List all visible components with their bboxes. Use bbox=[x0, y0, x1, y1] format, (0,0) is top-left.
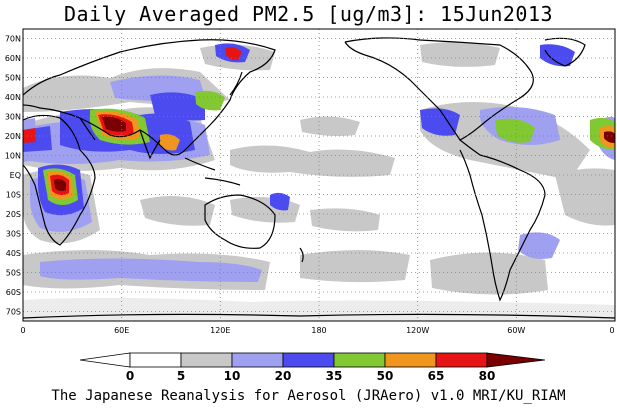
colorbar-labels: 0 5 10 20 35 50 65 80 bbox=[126, 369, 496, 383]
colorbar-segment bbox=[180, 352, 233, 368]
colorbar-segment bbox=[282, 352, 335, 368]
lon-label: 180 bbox=[311, 326, 326, 335]
longitude-labels: 0 60E 120E 180 120W 60W 0 bbox=[20, 326, 614, 335]
lat-label: 20S bbox=[6, 210, 21, 219]
coastlines bbox=[23, 37, 615, 319]
latitude-labels: 70N 60N 50N 40N 30N 20N 10N EQ 10S 20S 3… bbox=[5, 35, 21, 317]
pm25-level-80-plus bbox=[54, 116, 615, 192]
lat-label: 60S bbox=[6, 288, 21, 297]
colorbar-left-triangle bbox=[79, 352, 131, 368]
colorbar-segment bbox=[333, 352, 386, 368]
colorbar-label: 65 bbox=[428, 369, 445, 383]
lat-label: 10N bbox=[5, 152, 21, 161]
lat-label: 30N bbox=[5, 113, 21, 122]
lat-label: 60N bbox=[5, 54, 21, 63]
map-title: Daily Averaged PM2.5 [ug/m3]: 15Jun2013 bbox=[63, 2, 554, 26]
lon-label: 0 bbox=[20, 326, 25, 335]
colorbar-segment bbox=[231, 352, 284, 368]
colorbar-segment bbox=[384, 352, 437, 368]
lat-label: EQ bbox=[10, 171, 21, 180]
lat-label: 40N bbox=[5, 93, 21, 102]
colorbar-label: 10 bbox=[224, 369, 241, 383]
colorbar-label: 35 bbox=[326, 369, 343, 383]
lat-label: 10S bbox=[6, 191, 21, 200]
map-frame bbox=[22, 28, 616, 322]
gridlines bbox=[23, 29, 615, 321]
footer-credit: The Japanese Reanalysis for Aerosol (JRA… bbox=[51, 388, 566, 404]
colorbar-segment bbox=[435, 352, 488, 368]
lon-label: 60E bbox=[114, 326, 129, 335]
lon-label: 0 bbox=[609, 326, 614, 335]
colorbar-label: 50 bbox=[377, 369, 394, 383]
lat-label: 40S bbox=[6, 249, 21, 258]
lat-label: 30S bbox=[6, 230, 21, 239]
colorbar: 0 5 10 20 35 50 65 80 bbox=[79, 352, 546, 383]
colorbar-label: 0 bbox=[126, 369, 134, 383]
colorbar-label: 5 bbox=[177, 369, 185, 383]
lat-label: 50N bbox=[5, 74, 21, 83]
lat-label: 20N bbox=[5, 132, 21, 141]
colorbar-right-triangle bbox=[486, 352, 546, 368]
colorbar-label: 80 bbox=[479, 369, 496, 383]
lon-label: 120E bbox=[210, 326, 230, 335]
lat-label: 50S bbox=[6, 269, 21, 278]
lat-label: 70S bbox=[6, 308, 21, 317]
lon-label: 60W bbox=[507, 326, 525, 335]
pm25-field bbox=[23, 37, 615, 321]
lat-label: 70N bbox=[5, 35, 21, 44]
colorbar-segment bbox=[129, 352, 182, 368]
lon-label: 120W bbox=[406, 326, 429, 335]
colorbar-label: 20 bbox=[275, 369, 292, 383]
